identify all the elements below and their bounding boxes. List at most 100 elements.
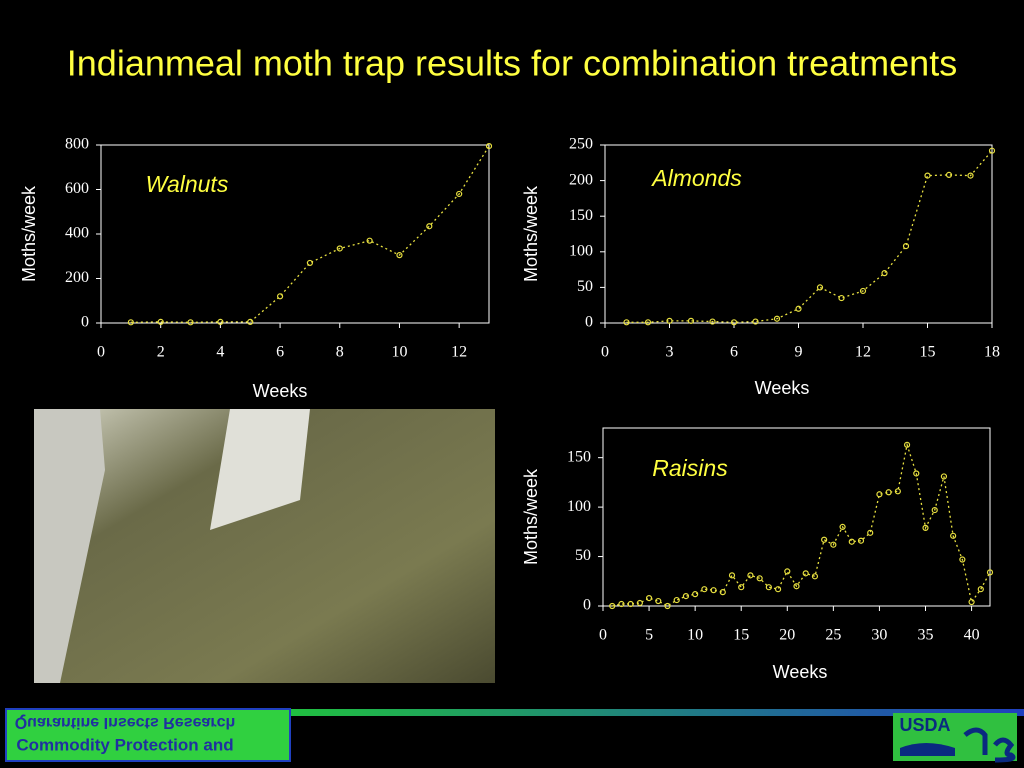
data-point — [276, 293, 284, 300]
data-point — [913, 470, 920, 477]
data-point — [885, 489, 892, 496]
footer-bar — [290, 709, 1024, 716]
y-axis-label: Moths/week — [521, 185, 541, 282]
data-point — [485, 143, 493, 150]
data-point — [644, 319, 652, 326]
data-point — [903, 441, 911, 448]
data-point — [821, 536, 828, 543]
data-point — [682, 593, 690, 600]
data-point — [838, 294, 845, 302]
data-point — [247, 318, 254, 325]
data-point — [867, 529, 874, 536]
x-tick-label: 10 — [391, 344, 407, 361]
x-tick-label: 8 — [336, 344, 344, 361]
data-point — [959, 556, 966, 563]
x-tick-label: 4 — [216, 344, 224, 361]
x-tick-label: 2 — [157, 344, 165, 361]
data-point — [217, 318, 224, 325]
data-point — [894, 488, 901, 495]
y-axis-label: Moths/week — [19, 185, 39, 282]
logo-text: Quarantine Insects Research — [15, 714, 236, 731]
annotation: Raisins — [652, 455, 728, 481]
x-tick-label: 12 — [855, 344, 871, 361]
y-tick-label: 400 — [65, 225, 89, 242]
data-point — [802, 570, 809, 577]
data-point — [902, 243, 910, 250]
data-point — [881, 270, 888, 277]
x-axis-label: Weeks — [253, 381, 308, 401]
data-point — [664, 602, 671, 610]
x-tick-label: 40 — [964, 627, 980, 644]
data-point — [709, 318, 716, 325]
x-tick-label: 20 — [779, 627, 795, 644]
data-point — [655, 597, 662, 605]
data-point — [618, 600, 625, 608]
data-point — [977, 586, 984, 593]
data-point — [988, 147, 996, 154]
x-tick-label: 12 — [451, 344, 467, 361]
y-tick-label: 50 — [575, 547, 591, 564]
y-tick-label: 150 — [569, 207, 593, 224]
plot-frame — [602, 427, 991, 607]
data-point — [950, 532, 957, 539]
x-tick-label: 0 — [601, 344, 609, 361]
data-point — [839, 523, 846, 530]
data-point — [187, 319, 194, 326]
data-point — [623, 319, 630, 326]
data-point — [859, 287, 867, 295]
x-tick-label: 18 — [984, 344, 1000, 361]
data-point — [986, 569, 994, 576]
data-point — [848, 538, 855, 545]
logo-shape — [900, 743, 955, 756]
data-point — [306, 259, 314, 267]
data-point — [784, 568, 791, 575]
x-axis-label: Weeks — [755, 378, 810, 398]
data-point — [728, 572, 736, 579]
x-tick-label: 9 — [795, 344, 803, 361]
y-tick-label: 0 — [585, 314, 593, 331]
data-point — [456, 190, 463, 198]
logo-shape — [963, 727, 1016, 763]
data-point — [127, 319, 134, 326]
x-tick-label: 35 — [918, 627, 934, 644]
data-point — [795, 305, 802, 312]
x-tick-label: 15 — [733, 627, 749, 644]
slide-title: Indianmeal moth trap results for combina… — [67, 43, 957, 84]
data-point — [756, 575, 763, 582]
data-point — [719, 589, 726, 596]
data-point — [730, 319, 738, 326]
y-tick-label: 150 — [567, 448, 591, 465]
logo-text: USDA — [899, 715, 950, 735]
y-tick-label: 200 — [65, 269, 89, 286]
y-tick-label: 600 — [65, 180, 89, 197]
data-point — [811, 573, 819, 580]
annotation: Almonds — [650, 165, 742, 191]
data-point — [752, 318, 759, 325]
data-point — [738, 584, 745, 591]
y-tick-label: 0 — [81, 314, 89, 331]
y-tick-label: 50 — [577, 278, 593, 295]
data-point — [645, 594, 653, 602]
x-tick-label: 30 — [871, 627, 887, 644]
data-point — [968, 598, 975, 606]
data-point — [627, 600, 634, 608]
data-point — [774, 586, 782, 593]
data-point — [931, 506, 938, 514]
x-tick-label: 6 — [276, 344, 284, 361]
data-point — [687, 317, 695, 324]
y-axis-label: Moths/week — [521, 468, 541, 565]
x-tick-label: 0 — [599, 627, 607, 644]
data-point — [336, 245, 343, 252]
data-point — [396, 252, 403, 259]
photo-wall — [34, 409, 105, 683]
data-point — [876, 491, 883, 498]
y-tick-label: 0 — [583, 597, 591, 614]
x-tick-label: 3 — [666, 344, 674, 361]
data-point — [701, 586, 708, 593]
data-point — [816, 284, 824, 291]
data-point — [666, 317, 673, 324]
x-tick-label: 15 — [920, 344, 936, 361]
x-tick-label: 0 — [97, 344, 105, 361]
data-point — [157, 318, 164, 325]
